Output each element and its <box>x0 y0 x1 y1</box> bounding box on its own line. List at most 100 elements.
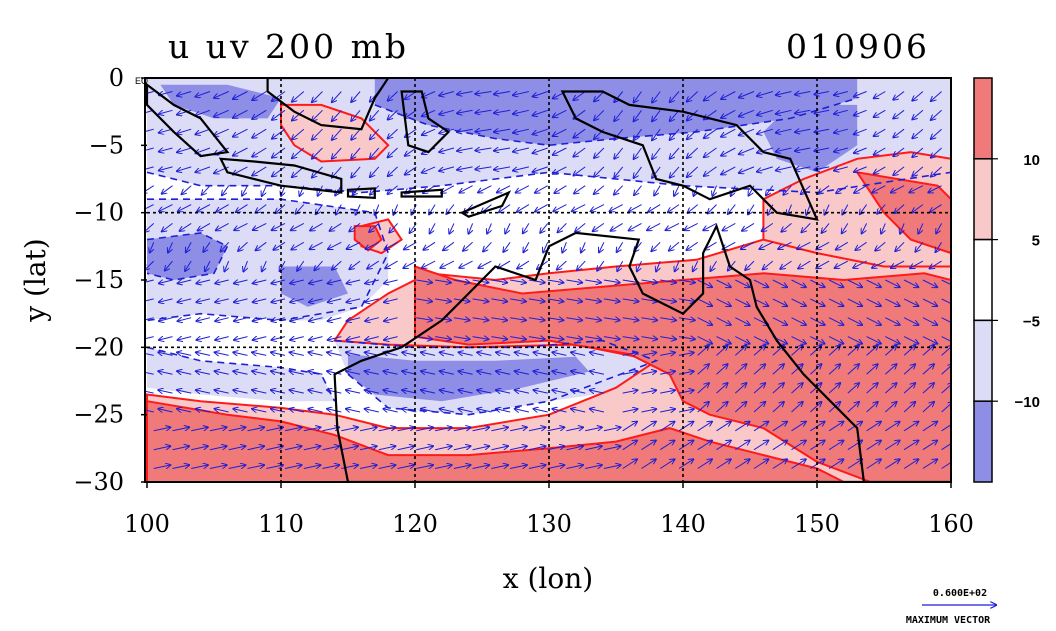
wind-vector <box>477 390 492 393</box>
wind-vector <box>290 318 304 321</box>
wind-vector <box>697 279 712 287</box>
wind-vector <box>145 318 154 321</box>
wind-vector <box>585 299 601 302</box>
wind-vector <box>903 298 918 306</box>
wind-vector <box>585 446 602 451</box>
wind-vector <box>457 92 473 95</box>
wind-vector <box>670 91 680 103</box>
wind-vector <box>918 223 924 233</box>
x-tick-label: 100 <box>124 510 170 538</box>
wind-vector <box>145 352 154 355</box>
x-tick-label: 160 <box>928 510 974 538</box>
grid-lines <box>147 78 951 482</box>
wind-vector <box>678 337 695 340</box>
wind-vector <box>735 336 749 344</box>
wind-vector <box>903 441 918 451</box>
wind-vector <box>866 383 878 394</box>
wind-vector <box>835 260 849 268</box>
wind-vector <box>292 147 305 158</box>
wind-vector <box>309 337 323 340</box>
wind-vector <box>594 166 605 177</box>
wind-vector <box>145 260 155 270</box>
wind-vector <box>547 337 564 340</box>
wind-vector <box>153 465 171 469</box>
region-neg10-mid <box>281 266 348 307</box>
wind-vector <box>687 241 698 250</box>
wind-vector <box>641 299 658 302</box>
wind-vector <box>196 280 211 283</box>
wind-vector <box>383 390 398 393</box>
wind-vector <box>874 91 886 99</box>
wind-vector <box>772 422 787 432</box>
wind-vector <box>716 459 731 469</box>
wind-vector <box>322 446 340 451</box>
wind-vector <box>513 166 530 171</box>
wind-vector <box>903 317 918 325</box>
wind-vector <box>472 465 490 469</box>
wind-vector <box>931 91 942 102</box>
wind-vector <box>234 222 248 230</box>
wind-vector <box>941 336 951 344</box>
wind-vector <box>351 128 361 140</box>
wind-vector <box>874 147 886 155</box>
wind-vector <box>439 166 455 171</box>
wind-vector <box>885 317 899 325</box>
wind-vector <box>566 280 582 283</box>
wind-vector <box>753 279 768 287</box>
wind-vector <box>214 109 229 116</box>
wind-vector <box>284 427 302 432</box>
wind-vector <box>594 109 605 120</box>
wind-vector <box>912 166 924 176</box>
wind-vector <box>491 337 507 340</box>
wind-vector <box>941 317 951 325</box>
wind-vector <box>547 446 565 451</box>
wind-vector <box>309 280 323 283</box>
wind-vector <box>566 318 582 321</box>
wind-vector <box>763 260 774 269</box>
wind-vector <box>594 91 605 102</box>
wind-vector <box>469 223 473 233</box>
wind-vector <box>209 446 227 451</box>
wind-vector <box>459 409 473 412</box>
wind-vector <box>422 128 436 135</box>
wind-vector <box>236 204 248 213</box>
wind-vector <box>834 129 848 133</box>
wind-vector <box>735 317 749 325</box>
wind-vector <box>614 147 624 159</box>
wind-vector <box>523 242 530 252</box>
wind-vector <box>215 280 229 283</box>
wind-vector <box>332 109 342 121</box>
wind-vector <box>205 260 211 271</box>
wind-vector <box>252 128 267 138</box>
wind-vector <box>874 128 886 136</box>
wind-vector <box>494 129 511 132</box>
wind-vector <box>215 352 229 355</box>
wind-vector <box>172 446 190 451</box>
wind-vector <box>872 185 886 193</box>
wind-vector <box>215 318 229 321</box>
wind-vector <box>622 371 638 374</box>
wind-vector <box>416 299 432 302</box>
wind-vector <box>697 383 709 394</box>
wind-vector <box>162 223 173 231</box>
wind-vector <box>847 383 859 394</box>
wind-vector <box>460 185 473 193</box>
wind-vector <box>528 318 545 321</box>
wind-vector <box>660 280 676 283</box>
wind-vector <box>739 91 755 98</box>
wind-vector <box>847 298 862 306</box>
wind-vector <box>629 222 642 230</box>
wind-vector <box>233 147 248 156</box>
wind-vector <box>930 260 942 268</box>
wind-vector <box>359 446 377 451</box>
wind-vector <box>145 371 154 374</box>
wind-vector <box>780 260 792 269</box>
chart-title: u uv 200 mb <box>168 27 409 66</box>
wind-vector <box>652 147 661 159</box>
wind-vector <box>252 390 267 393</box>
x-tick-label: 120 <box>392 510 438 538</box>
wind-vector <box>271 371 286 374</box>
wind-vector <box>365 409 379 412</box>
wind-vector <box>328 280 342 283</box>
